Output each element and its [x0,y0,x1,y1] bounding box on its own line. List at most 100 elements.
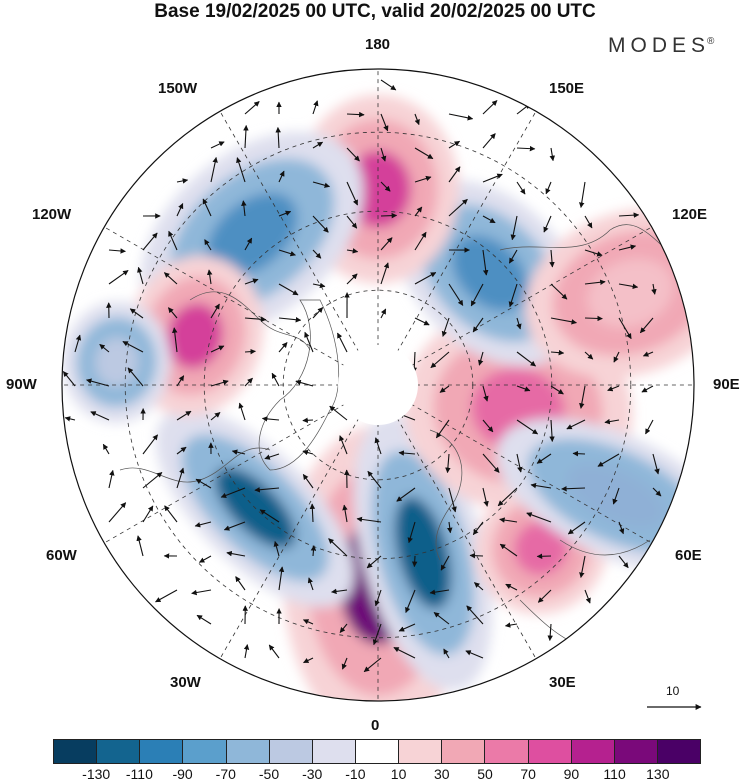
lon-label-0: 0 [371,717,380,734]
wind-vector [445,453,451,474]
wind-vector [545,181,552,195]
meridian-line [410,403,652,544]
wind-vector [645,419,654,435]
wind-vector [372,623,382,646]
wind-vector [129,308,144,319]
colorbar-swatch [398,740,442,763]
wind-vector [238,402,246,421]
brand-name: MODES [608,34,711,57]
wind-vector [642,351,654,357]
wind-vector [549,147,555,162]
wind-vector [302,474,314,489]
wind-vector [254,487,280,493]
wind-vector [516,419,539,435]
wind-vector [278,342,288,353]
pole-mask [338,345,418,425]
wind-vector [639,317,654,334]
wind-vector [380,308,387,319]
wind-vector [367,470,382,489]
colorbar-tick-label: -30 [302,766,323,782]
wind-vector [210,141,225,149]
wind-vector [380,79,397,91]
wind-vector [302,619,314,625]
wind-vector [210,412,221,421]
wind-vector [439,385,450,393]
wind-vector [482,173,503,183]
wind-vector [241,200,247,217]
wind-vector [411,555,418,568]
colorbar [53,739,701,764]
colorbar-swatch [354,740,399,763]
wind-vector [312,100,319,115]
wind-vector [516,181,526,195]
colorbar-tick-label: -110 [125,766,153,782]
wind-vector [278,170,285,183]
meridian-line [396,111,537,353]
wind-vector [142,472,163,489]
wind-vector [407,521,416,544]
wind-vector [202,198,212,217]
wind-vector [195,478,212,489]
wind-vector [549,419,555,442]
wind-vector [516,145,536,152]
wind-vector [196,614,212,625]
wind-vector [470,283,484,307]
wind-vector [295,379,314,387]
latitude-circle [124,131,632,639]
wind-vector [398,450,416,456]
meridian-line [219,417,360,659]
wind-vector [176,467,185,489]
wind-vector [482,133,496,149]
wind-vector [472,521,484,536]
wind-vector [172,327,178,353]
wind-vector [312,181,331,188]
wind-vector [74,334,82,353]
wind-vector [341,657,348,670]
wind-vector [303,657,314,664]
wind-vector [579,555,586,578]
colorbar-swatch [225,740,269,763]
wind-vector [346,215,358,229]
wind-vector [505,583,518,591]
colorbar-swatch [96,740,140,763]
wind-vector [482,419,494,433]
wind-vector [516,385,531,392]
wind-vector [508,249,518,264]
wind-vector [447,521,453,534]
wind-vector [448,487,457,513]
wind-vector [220,487,246,498]
wind-vector [561,486,586,492]
wind-vector [329,405,348,421]
wind-vector [550,385,564,395]
colorbar-swatch [527,740,571,763]
wind-vector [264,453,280,460]
colorbar-swatch [54,740,97,763]
wind-vector [469,552,484,559]
wind-vector [176,178,189,184]
wind-vector [482,249,489,276]
reference-vector-arrow [647,704,702,710]
wind-vector [584,249,603,257]
meridian-line [104,403,346,544]
wind-vector [414,317,430,326]
wind-vector [652,487,662,497]
colorbar-swatch [613,740,657,763]
wind-vector [448,140,461,149]
wind-vector [99,343,110,353]
wind-vector [176,446,187,455]
wind-vector [191,589,212,596]
wind-vector [168,230,178,251]
anomaly-core [587,258,674,328]
wind-vector [482,487,489,507]
anomaly-core [567,464,665,528]
wind-vector [618,212,640,218]
wind-vector [127,367,144,387]
wind-vector [549,249,555,268]
wind-vector [443,648,450,659]
wind-vector [210,156,218,183]
colorbar-tick-label: -90 [172,766,193,782]
wind-vector [137,266,144,285]
wind-vector [526,512,552,523]
wind-vector [176,375,185,387]
wind-vector [278,210,292,217]
